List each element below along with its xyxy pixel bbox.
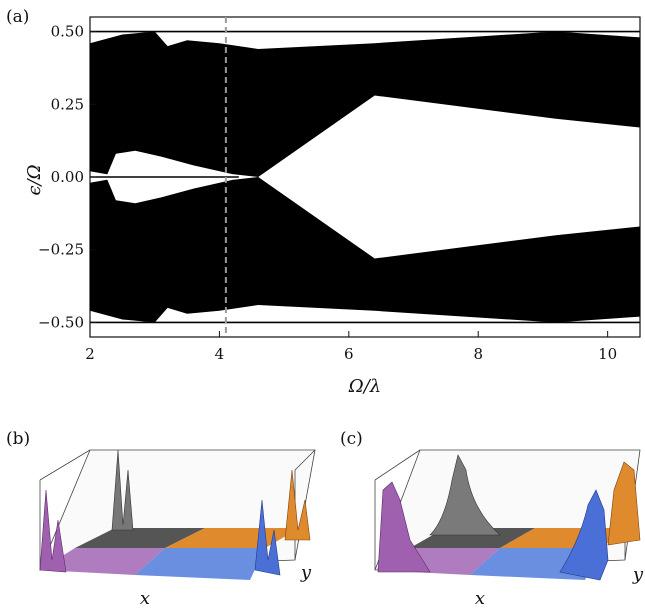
- y-tick-label: 0.25: [51, 95, 84, 113]
- y-axis-label: ϵ/Ω: [24, 164, 45, 195]
- peak-orange: [607, 461, 641, 546]
- x-tick-label: 2: [85, 345, 95, 363]
- panel-label-b: (b): [6, 429, 30, 449]
- peak-purple: [377, 481, 431, 573]
- surface-box-edge-b: [39, 449, 91, 481]
- surface-plot-c: x y: [374, 449, 644, 609]
- panel-label-c: (c): [340, 429, 363, 449]
- peak-purple: [39, 489, 67, 573]
- surface-box-edge-b: [294, 449, 316, 471]
- band-upper: [90, 31, 640, 177]
- x-tick-label: 4: [215, 345, 225, 363]
- floor-quadrant-blue: [135, 548, 265, 580]
- peak-gray: [429, 454, 501, 536]
- y-tick-label: 0.00: [51, 168, 84, 186]
- surface-y-label-c: y: [632, 564, 644, 585]
- surface-plot-b: x y: [39, 449, 316, 609]
- x-axis-label: Ω/λ: [348, 376, 381, 397]
- band-lower: [90, 177, 640, 323]
- peak-blue: [254, 499, 281, 576]
- x-ticks: 2 4 6 8 10: [85, 331, 617, 363]
- y-tick-label: 0.50: [51, 23, 84, 41]
- floor-quadrant-gray: [75, 528, 205, 548]
- y-tick-label: −0.25: [38, 241, 84, 259]
- y-ticks: 0.50 0.25 0.00 −0.25 −0.50: [38, 23, 96, 331]
- surface-x-label-c: x: [475, 588, 485, 609]
- bands-layer: [90, 30, 640, 324]
- x-tick-label: 6: [344, 345, 354, 363]
- panel-label-a: (a): [6, 7, 29, 27]
- peak-blue: [559, 489, 609, 581]
- x-tick-label: 8: [473, 345, 483, 363]
- surface-y-label-b: y: [300, 562, 312, 583]
- x-tick-label: 10: [598, 345, 617, 363]
- floor-quadrant-purple: [40, 548, 165, 575]
- surface-box-edge-c: [374, 449, 421, 481]
- spectrum-plot: 2 4 6 8 10 0.50 0.25 0.00 −0.25 −0.50: [38, 16, 641, 363]
- peak-orange: [284, 469, 311, 541]
- y-tick-label: −0.50: [38, 313, 84, 331]
- peak-gray: [111, 449, 134, 531]
- surface-x-label-b: x: [140, 588, 150, 609]
